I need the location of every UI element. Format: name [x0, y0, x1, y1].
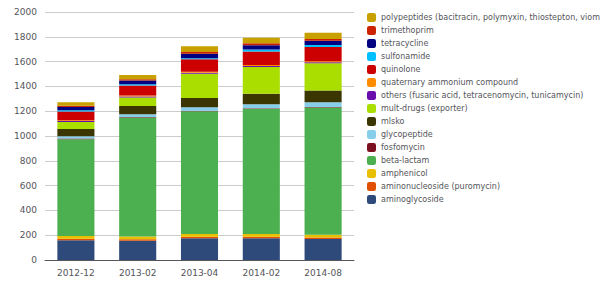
svg-text:1000: 1000: [14, 131, 37, 141]
svg-text:quinolone: quinolone: [381, 65, 421, 74]
svg-text:sulfonamide: sulfonamide: [381, 52, 430, 61]
svg-text:mult-drugs (exporter): mult-drugs (exporter): [381, 104, 468, 113]
svg-text:1400: 1400: [14, 81, 37, 91]
svg-text:polypeptides (bacitracin, poly: polypeptides (bacitracin, polymyxin, thi…: [381, 13, 600, 22]
svg-text:2013-04: 2013-04: [181, 268, 219, 278]
svg-text:glycopeptide: glycopeptide: [381, 130, 433, 139]
svg-text:2014-08: 2014-08: [304, 268, 342, 278]
svg-text:tetracycline: tetracycline: [381, 39, 428, 48]
svg-text:beta-lactam: beta-lactam: [381, 156, 429, 165]
svg-text:0: 0: [31, 255, 37, 265]
svg-text:others (fusaric acid, tetracen: others (fusaric acid, tetracenomycin, tu…: [381, 91, 583, 100]
svg-text:200: 200: [20, 230, 37, 240]
svg-text:quaternary ammonium compound: quaternary ammonium compound: [381, 78, 518, 87]
svg-text:2012-12: 2012-12: [57, 268, 95, 278]
svg-text:1600: 1600: [14, 57, 37, 67]
svg-text:400: 400: [20, 205, 37, 215]
svg-text:1200: 1200: [14, 106, 37, 116]
svg-text:fosfomycin: fosfomycin: [381, 143, 425, 152]
svg-text:mlsko: mlsko: [381, 117, 405, 126]
svg-text:aminoglycoside: aminoglycoside: [381, 195, 444, 204]
svg-text:1800: 1800: [14, 32, 37, 42]
svg-text:2000: 2000: [14, 7, 37, 17]
svg-text:amphenicol: amphenicol: [381, 169, 428, 178]
svg-text:2013-02: 2013-02: [119, 268, 157, 278]
svg-text:2014-02: 2014-02: [242, 268, 280, 278]
svg-text:trimethoprim: trimethoprim: [381, 26, 434, 35]
svg-text:800: 800: [20, 156, 37, 166]
svg-text:600: 600: [20, 181, 37, 191]
svg-text:aminonucleoside (puromycin): aminonucleoside (puromycin): [381, 182, 500, 191]
